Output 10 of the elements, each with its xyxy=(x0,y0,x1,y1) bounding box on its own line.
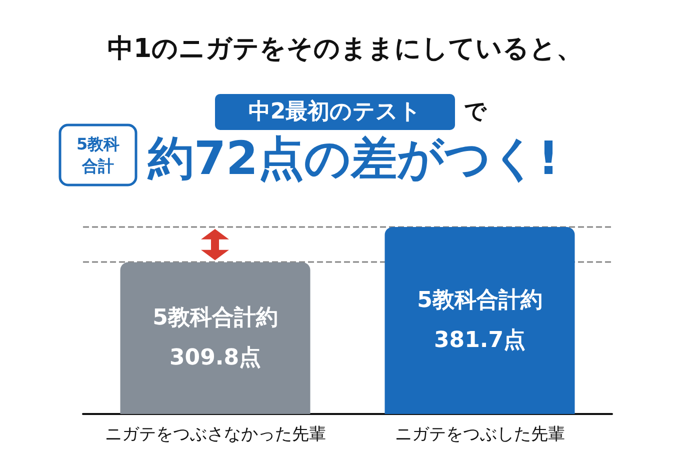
text: 5教科 xyxy=(76,134,120,154)
chart-title: 中1のニガテをそのままにしていると、 xyxy=(107,34,583,64)
text: 合計 xyxy=(81,156,114,176)
text: 中2最初のテスト xyxy=(248,98,422,124)
data-label: 5教科合計約309.8点 xyxy=(152,306,278,371)
x-tick-label: ニガテをつぶした先輩 xyxy=(394,424,565,444)
data-label: 5教科合計約381.7点 xyxy=(417,288,542,353)
text: で xyxy=(464,100,487,124)
text: 約72点の差がつく! xyxy=(147,131,559,185)
x-tick-label: ニガテをつぶさなかった先輩 xyxy=(104,424,326,444)
